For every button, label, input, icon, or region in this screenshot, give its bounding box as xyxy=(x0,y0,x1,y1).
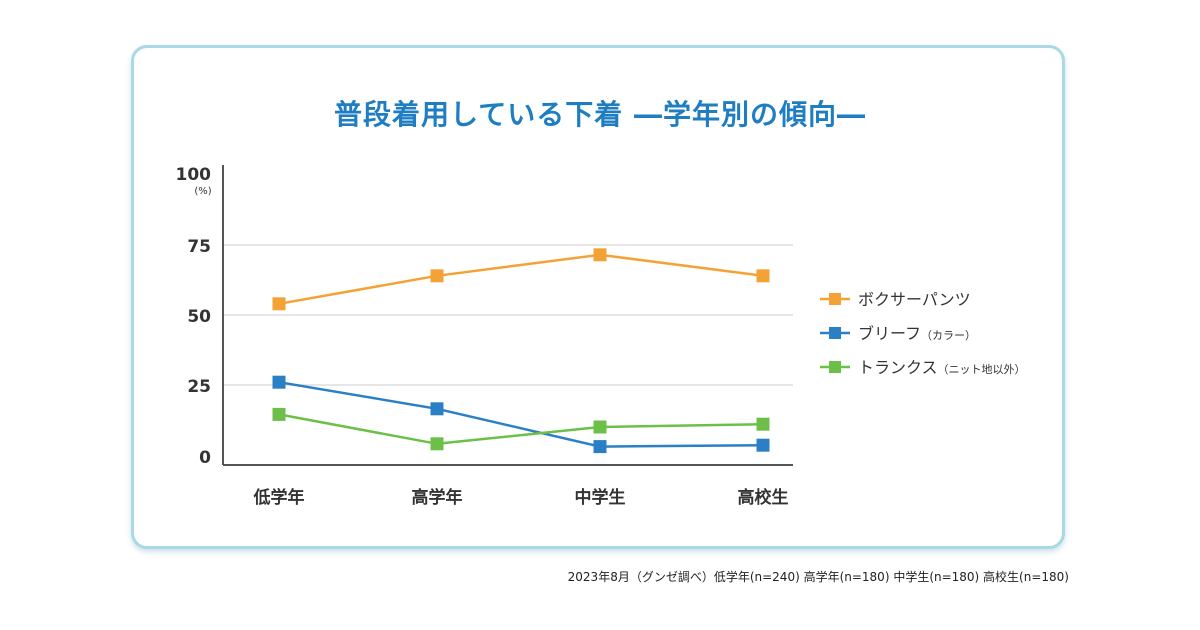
data-point xyxy=(593,440,607,454)
grid-layer xyxy=(223,244,793,386)
data-point xyxy=(430,402,444,416)
data-point xyxy=(430,269,444,283)
data-point xyxy=(756,269,770,283)
y-tick-label: 50 xyxy=(187,307,211,327)
y-tick-label: 0 xyxy=(199,448,211,468)
series-line-3 xyxy=(278,413,764,446)
x-tick-label: 中学生 xyxy=(575,487,626,508)
x-tick-label: 高学年 xyxy=(412,487,463,508)
legend-label: ブリーフ（カラー） xyxy=(858,324,976,343)
x-tick-label: 低学年 xyxy=(253,487,305,508)
data-point xyxy=(272,375,286,389)
chart-title: 普段着用している下着 ―学年別の傾向― xyxy=(334,98,866,131)
series-line-2 xyxy=(278,380,764,448)
legend-marker xyxy=(829,293,841,305)
axis-layer: 0 25 50 75 100(%) 低学年 高学年 中学生 高校生 xyxy=(176,165,793,508)
legend-item: トランクス（ニット地以外） xyxy=(820,358,1026,377)
y-tick-label: 25 xyxy=(187,377,211,397)
legend-marker xyxy=(829,361,841,373)
data-point xyxy=(756,417,770,431)
data-point xyxy=(430,437,444,451)
source-footnote: 2023年8月（グンゼ調べ）低学年(n=240) 高学年(n=180) 中学生(… xyxy=(567,570,1069,584)
legend-label: ボクサーパンツ xyxy=(858,290,971,309)
x-tick-label: 高校生 xyxy=(738,487,789,508)
legend-label: トランクス（ニット地以外） xyxy=(858,358,1026,377)
series-layer xyxy=(272,248,770,454)
legend-marker xyxy=(829,327,841,339)
y-tick-label: 75 xyxy=(187,237,211,257)
series-line-1 xyxy=(278,253,764,306)
legend-item: ボクサーパンツ xyxy=(820,290,971,309)
data-point xyxy=(593,248,607,262)
data-point xyxy=(593,420,607,434)
data-point xyxy=(756,438,770,452)
y-tick-label: 100 xyxy=(176,165,212,185)
data-point xyxy=(272,407,286,421)
legend-item: ブリーフ（カラー） xyxy=(820,324,976,343)
data-point xyxy=(272,297,286,311)
y-unit-label: (%) xyxy=(194,186,211,197)
